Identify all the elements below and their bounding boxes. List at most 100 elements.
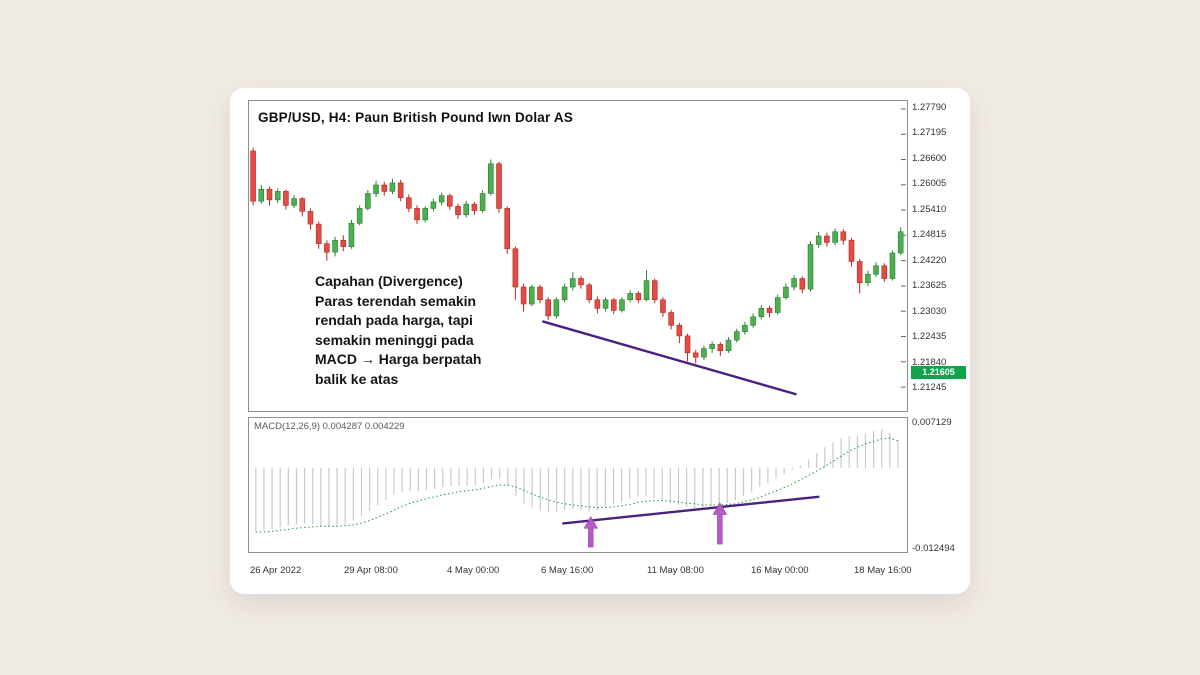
time-scale-label: 16 May 00:00 [751,565,809,576]
candle-body [848,239,855,262]
candle-body [471,203,478,211]
candle-body [889,252,896,279]
price-chart-canvas [250,108,906,396]
price-scale-label: 1.24220 [912,254,947,266]
price-scale-label: 1.22435 [912,331,947,343]
candle-body [840,231,847,241]
candle-body [856,261,863,284]
candle-body [758,307,765,318]
price-scale-label: 1.24815 [912,229,947,241]
candle-body [553,299,560,317]
candle-body [815,235,822,245]
candle-body [865,273,871,284]
candle-body [610,299,617,311]
candle-body [701,348,707,358]
divergence-up-arrow-icon[interactable] [712,502,728,545]
candle-body [545,299,551,317]
candle-body [520,286,527,305]
time-scale-label: 26 Apr 2022 [250,565,302,576]
candle-body [733,331,740,341]
macd-panel[interactable]: MACD(12,26,9) 0.004287 0.004229 [248,417,908,553]
macd-higher-lows-trendline[interactable] [562,495,820,525]
candle-body [594,299,601,309]
candle-body [512,248,519,288]
candle-body [586,284,592,301]
time-scale-label: 29 Apr 08:00 [344,565,398,576]
macd-canvas [255,429,899,548]
candle-body [422,208,429,221]
candle-body [258,188,265,202]
candle-body [463,203,470,216]
candle-body [832,231,838,243]
candle-body [373,184,379,194]
divergence-up-arrow-icon[interactable] [583,516,599,548]
current-price-badge: 1.21605 [911,366,966,379]
candle-body [774,297,781,313]
candle-body [897,231,904,254]
candle-body [791,278,797,288]
candle-body [250,150,256,202]
candle-body [389,182,396,192]
price-scale-label: 1.23030 [912,305,947,317]
candle-body [799,278,806,290]
candle-body [340,239,347,247]
candle-body [660,299,666,313]
candle-body [488,163,494,194]
candle-body [627,293,633,301]
price-scale-label: 1.21840 [912,356,947,368]
candle-body [283,191,289,206]
candle-body [414,208,420,221]
price-scale-label: 1.23625 [912,280,947,292]
candle-body [725,339,732,352]
price-lower-lows-trendline[interactable] [542,320,797,396]
candle-body [299,198,306,212]
candle-body [570,278,576,288]
macd-scale-min: -0.012494 [912,543,955,554]
candle-body [430,201,437,209]
candle-body [455,205,461,216]
candle-body [537,286,543,301]
candle-body [692,352,699,358]
candle-body [266,188,273,201]
candle-body [684,335,691,354]
price-scale-label: 1.21245 [912,381,947,393]
candle-body [807,244,814,290]
candle-body [504,208,510,250]
candle-body [496,163,502,209]
candle-body [479,193,486,211]
candle-body [356,208,363,224]
candle-body [881,265,888,279]
candle-body [717,344,724,352]
candle-body [619,299,625,311]
candle-body [602,299,609,309]
candle-body [578,278,584,286]
candle-body [676,324,683,337]
candle-body [406,197,412,209]
candle-body [766,307,773,313]
candle-body [635,293,642,301]
candle-body [332,239,338,253]
price-scale-label: 1.27790 [912,102,947,113]
divergence-annotation: Capahan (Divergence) Paras terendah sema… [315,273,482,387]
candle-body [529,286,535,305]
candle-body [651,280,658,301]
price-scale-label: 1.26600 [912,152,947,164]
candle-body [381,184,388,192]
price-scale-label: 1.26005 [912,178,947,190]
price-chart-panel[interactable] [248,100,908,412]
price-scale-label: 1.25410 [912,203,947,215]
candle-body [274,191,281,201]
candle-body [783,286,789,298]
candle-body [447,195,453,207]
candle-body [824,235,830,243]
chart-card: GBP/USD, H4: Paun British Pound lwn Dola… [230,88,970,594]
time-scale-label: 11 May 08:00 [647,565,704,576]
candle-body [668,312,674,326]
chart-title: GBP/USD, H4: Paun British Pound lwn Dola… [258,110,574,125]
macd-scale-max: 0.007129 [912,417,952,428]
candle-body [438,195,445,203]
candle-body [561,286,568,301]
candle-body [315,223,322,244]
price-scale-label: 1.27195 [912,127,947,139]
